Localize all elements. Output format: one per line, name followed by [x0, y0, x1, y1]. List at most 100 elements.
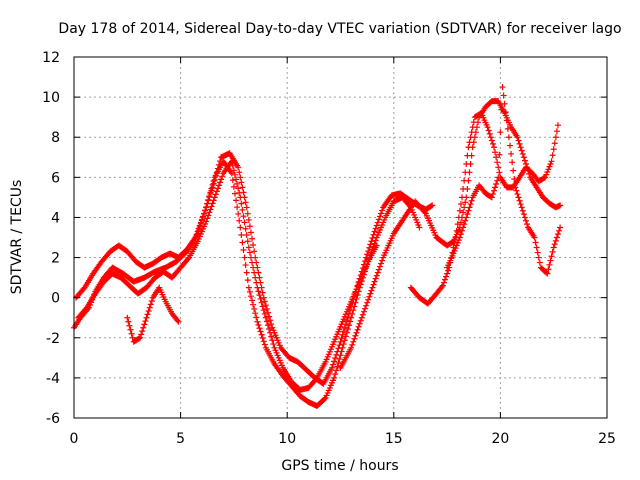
data-point — [518, 204, 525, 211]
data-point — [466, 139, 473, 146]
data-point — [127, 326, 134, 333]
data-point — [238, 179, 245, 186]
data-point — [518, 147, 525, 154]
data-point — [203, 218, 210, 225]
data-point — [519, 207, 526, 214]
data-point — [353, 329, 360, 336]
data-point — [250, 264, 257, 271]
data-point — [492, 184, 499, 191]
data-point — [489, 191, 496, 198]
data-point — [542, 174, 549, 181]
data-point — [211, 194, 218, 201]
data-point — [260, 294, 267, 301]
data-point — [494, 177, 501, 184]
data-point — [235, 210, 242, 217]
data-point — [262, 302, 269, 309]
data-point — [374, 269, 381, 276]
data-point — [468, 129, 475, 136]
data-point — [258, 331, 265, 338]
y-tick-label: -4 — [46, 371, 60, 387]
data-point — [557, 202, 564, 209]
data-point — [350, 338, 357, 345]
data-point — [233, 176, 240, 183]
data-point — [244, 210, 251, 217]
data-point — [204, 200, 211, 207]
data-point — [441, 276, 448, 283]
data-point — [487, 134, 494, 141]
data-point — [140, 324, 147, 331]
data-point — [335, 359, 342, 366]
data-point — [347, 318, 354, 325]
data-point — [503, 117, 510, 124]
data-point — [234, 204, 241, 211]
data-point — [513, 187, 520, 194]
data-point — [516, 197, 523, 204]
data-point — [126, 322, 133, 329]
data-point — [334, 363, 341, 370]
x-tick-label: 20 — [491, 431, 509, 447]
data-point — [249, 297, 256, 304]
data-point — [249, 235, 256, 242]
data-point — [549, 248, 556, 255]
data-point — [541, 175, 548, 182]
data-point — [368, 287, 375, 294]
data-point — [553, 128, 560, 135]
data-point — [554, 231, 561, 238]
y-tick-label: -6 — [46, 411, 60, 427]
data-point — [263, 318, 270, 325]
data-point — [142, 318, 149, 325]
data-point — [129, 334, 136, 341]
data-point — [532, 239, 539, 246]
data-point — [467, 201, 474, 208]
data-point — [457, 231, 464, 238]
data-point — [245, 284, 252, 291]
data-point — [252, 274, 259, 281]
data-point — [230, 167, 237, 174]
data-point — [208, 187, 215, 194]
data-point — [550, 146, 557, 153]
data-point — [206, 194, 213, 201]
data-point — [204, 215, 211, 222]
data-point — [251, 305, 258, 312]
data-point — [230, 183, 237, 190]
data-point — [352, 332, 359, 339]
data-point — [312, 376, 319, 383]
data-point — [366, 244, 373, 251]
data-point — [545, 266, 552, 273]
data-point — [174, 317, 181, 324]
data-point — [364, 299, 371, 306]
data-point — [373, 242, 380, 249]
data-point — [261, 310, 268, 317]
data-point — [489, 140, 496, 147]
data-point — [266, 313, 273, 320]
data-point — [229, 177, 236, 184]
data-point — [215, 161, 222, 168]
x-tick-labels: 0 5 10 15 20 25 — [70, 431, 616, 447]
data-point — [250, 242, 257, 249]
data-point — [146, 304, 153, 311]
y-tick-label: -2 — [46, 331, 60, 347]
data-point — [510, 167, 517, 174]
data-point — [254, 284, 261, 291]
data-point — [544, 168, 551, 175]
data-point — [363, 302, 370, 309]
data-point — [453, 227, 460, 234]
data-point — [508, 150, 515, 157]
data-point — [457, 201, 464, 208]
data-point — [460, 186, 467, 193]
data-point — [511, 176, 518, 183]
y-tick-label: 0 — [51, 291, 60, 307]
data-point — [328, 364, 335, 371]
data-point — [359, 311, 366, 318]
data-point — [259, 303, 266, 310]
data-point — [497, 129, 504, 136]
data-point — [80, 285, 87, 292]
data-point — [228, 170, 235, 177]
x-tick-label: 15 — [385, 431, 403, 447]
data-point — [463, 160, 470, 167]
data-point — [239, 206, 246, 213]
data-point — [456, 207, 463, 214]
data-point — [341, 324, 348, 331]
y-tick-label: 6 — [51, 170, 60, 186]
